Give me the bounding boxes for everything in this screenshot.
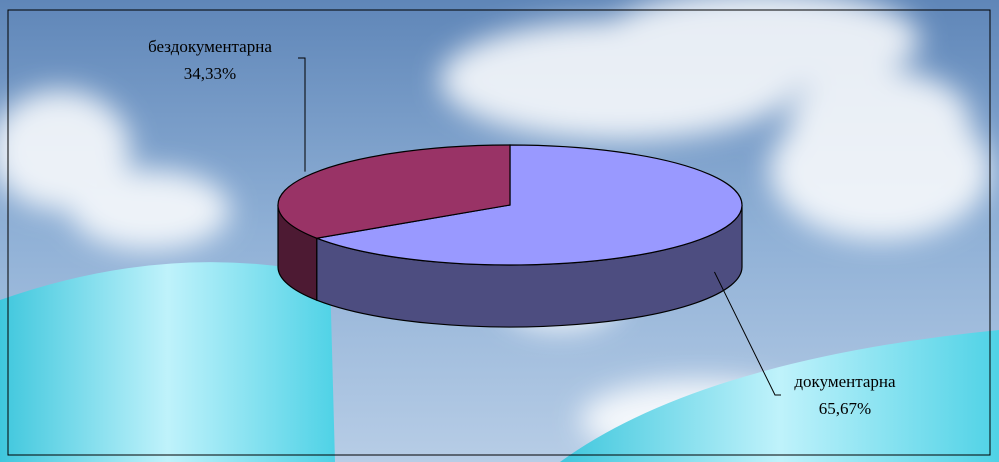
pie-slice <box>277 144 511 239</box>
pie-slice <box>314 144 743 266</box>
pie: документарна 65,67% бездокументарна 34,33% <box>148 37 896 418</box>
slice-label: бездокументарна <box>148 37 272 56</box>
value-label: 34,33% <box>184 64 236 83</box>
leader-line <box>298 57 306 172</box>
value-label: 65,67% <box>819 399 871 418</box>
slice-label: документарна <box>794 372 896 391</box>
leader-line <box>714 271 781 396</box>
